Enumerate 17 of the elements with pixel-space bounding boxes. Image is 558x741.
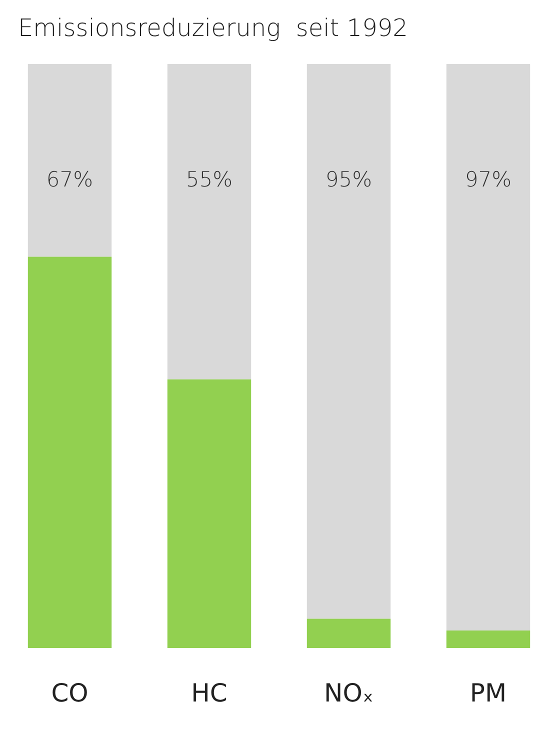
x-tick-label: NOₓ bbox=[324, 678, 374, 708]
bar bbox=[306, 618, 391, 648]
annotation: 67% bbox=[46, 167, 94, 192]
bar bbox=[28, 256, 112, 648]
bar bbox=[446, 64, 530, 630]
bar bbox=[446, 630, 530, 648]
bar bbox=[167, 379, 252, 648]
x-tick-label: CO bbox=[51, 678, 88, 708]
x-tick-label: PM bbox=[470, 678, 507, 708]
bar bbox=[28, 64, 112, 257]
annotation: 97% bbox=[464, 167, 512, 192]
annotation: 55% bbox=[186, 167, 233, 192]
bar bbox=[167, 64, 252, 380]
annotation: 95% bbox=[325, 167, 372, 192]
chart-title: Emissionsreduzierung seit 1992 bbox=[17, 13, 409, 44]
bar bbox=[306, 64, 391, 619]
x-tick-label: HC bbox=[191, 678, 228, 708]
